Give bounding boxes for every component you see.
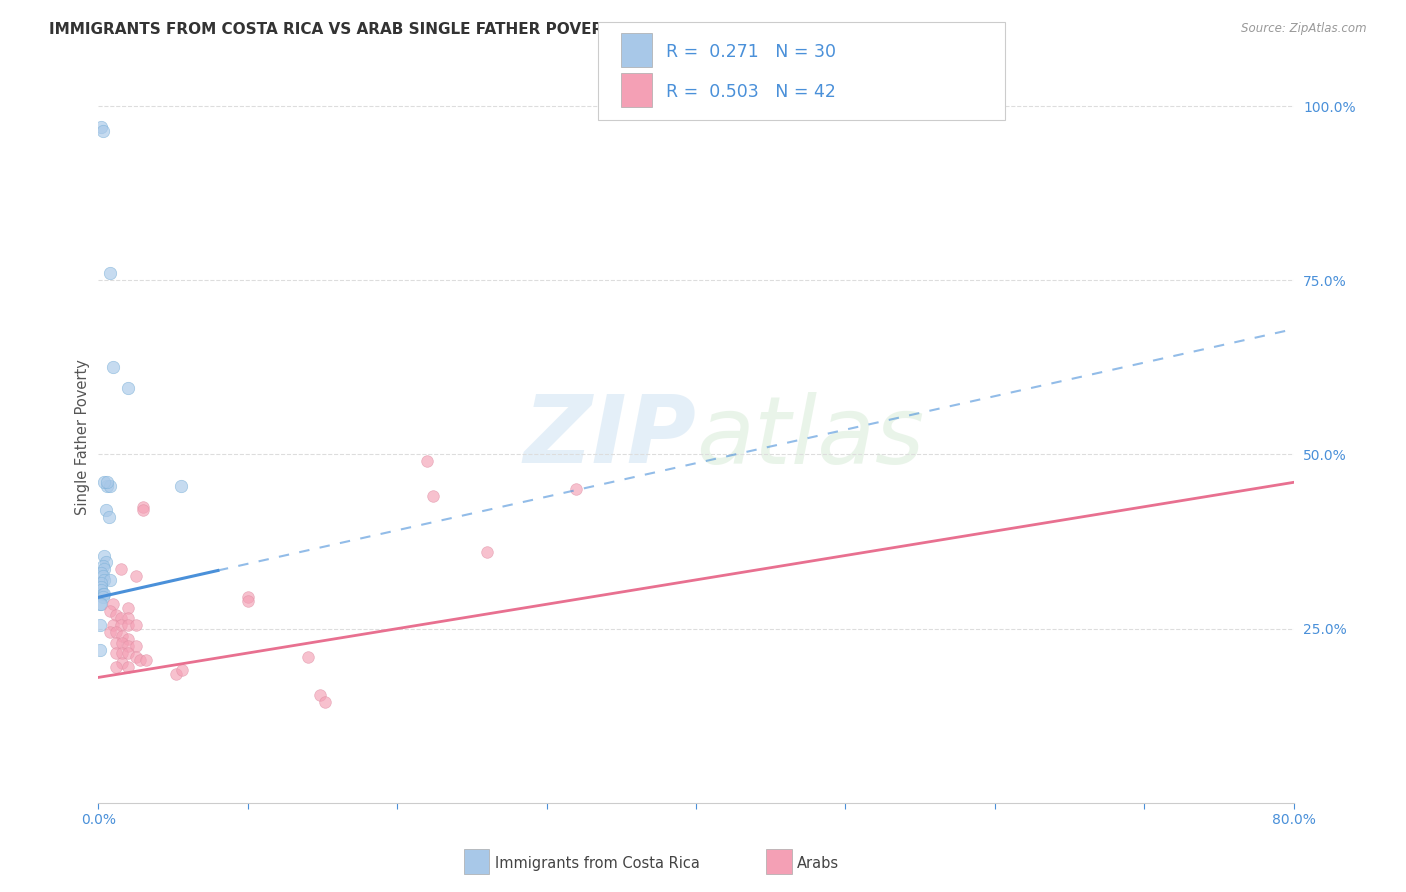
Point: [315, 695, 337, 709]
Point: [565, 483, 588, 497]
Point: [416, 454, 439, 468]
Point: [132, 500, 155, 514]
Point: [91, 587, 114, 601]
Point: [117, 660, 139, 674]
Point: [89, 597, 111, 611]
Point: [91, 123, 114, 137]
Point: [94, 556, 117, 570]
Point: [111, 646, 134, 660]
Text: R =  0.271   N = 30: R = 0.271 N = 30: [666, 43, 837, 61]
Point: [93, 562, 115, 576]
Point: [110, 618, 132, 632]
Point: [475, 545, 498, 559]
Point: [111, 635, 134, 649]
Point: [93, 475, 115, 490]
Text: ZIP: ZIP: [523, 391, 696, 483]
Point: [90, 566, 112, 580]
Point: [111, 629, 134, 643]
Point: [125, 618, 148, 632]
Point: [105, 646, 128, 660]
Point: [111, 657, 134, 671]
Point: [117, 600, 139, 615]
Point: [103, 360, 125, 375]
Text: R =  0.503   N = 42: R = 0.503 N = 42: [666, 83, 837, 101]
Point: [96, 479, 118, 493]
Point: [91, 569, 114, 583]
Point: [172, 664, 194, 678]
Point: [117, 611, 139, 625]
Point: [90, 580, 112, 594]
Point: [129, 653, 152, 667]
Point: [98, 604, 122, 618]
Point: [105, 607, 128, 622]
Point: [297, 649, 319, 664]
Point: [93, 587, 115, 601]
Point: [117, 618, 139, 632]
Text: Source: ZipAtlas.com: Source: ZipAtlas.com: [1241, 22, 1367, 36]
Point: [90, 583, 112, 598]
Point: [110, 611, 132, 625]
Point: [236, 594, 259, 608]
Point: [91, 558, 114, 573]
Point: [125, 639, 148, 653]
Point: [117, 639, 139, 653]
Point: [91, 591, 114, 605]
Y-axis label: Single Father Poverty: Single Father Poverty: [75, 359, 90, 515]
Point: [89, 618, 111, 632]
Point: [90, 597, 112, 611]
Point: [165, 667, 187, 681]
Point: [103, 618, 125, 632]
Point: [93, 549, 115, 563]
Point: [98, 479, 122, 493]
Point: [132, 503, 155, 517]
Point: [135, 653, 157, 667]
Point: [98, 266, 122, 280]
Point: [117, 381, 139, 395]
Point: [110, 562, 132, 576]
Point: [105, 625, 128, 640]
Point: [236, 591, 259, 605]
Point: [90, 576, 112, 591]
Point: [98, 573, 122, 587]
Point: [308, 688, 330, 702]
Point: [125, 569, 148, 583]
Text: atlas: atlas: [696, 392, 924, 483]
Text: Arabs: Arabs: [797, 856, 839, 871]
Point: [125, 649, 148, 664]
Text: Immigrants from Costa Rica: Immigrants from Costa Rica: [495, 856, 700, 871]
Point: [89, 642, 111, 657]
Text: IMMIGRANTS FROM COSTA RICA VS ARAB SINGLE FATHER POVERTY CORRELATION CHART: IMMIGRANTS FROM COSTA RICA VS ARAB SINGL…: [49, 22, 813, 37]
Point: [90, 120, 112, 134]
Point: [169, 479, 191, 493]
Point: [103, 597, 125, 611]
Point: [105, 660, 128, 674]
Point: [98, 625, 122, 640]
Point: [117, 646, 139, 660]
Point: [422, 489, 444, 503]
Point: [93, 573, 115, 587]
Point: [96, 475, 118, 490]
Point: [97, 510, 120, 524]
Point: [105, 635, 128, 649]
Point: [117, 632, 139, 646]
Point: [94, 503, 117, 517]
